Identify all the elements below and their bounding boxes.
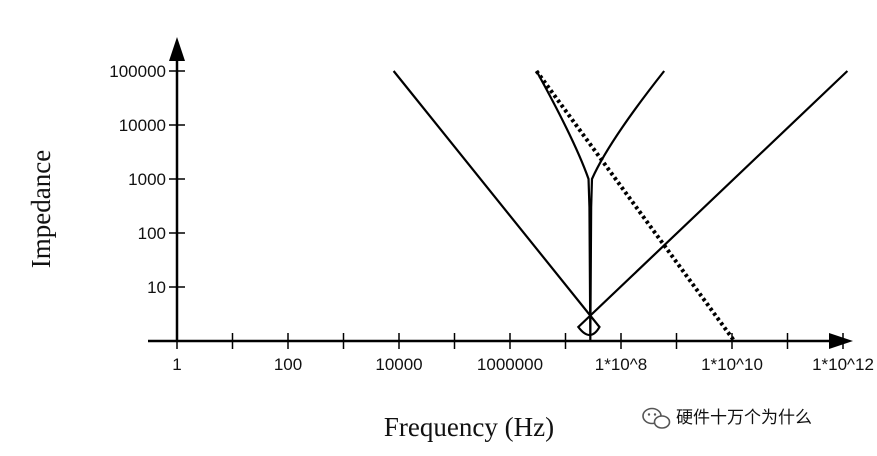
axes (148, 37, 853, 349)
series-layer (392, 69, 849, 343)
y-tick-label: 10 (147, 278, 166, 297)
y-axis-arrow (169, 37, 185, 61)
y-tick-label: 100000 (109, 62, 166, 81)
x-axis-arrow (829, 333, 853, 349)
series-line-2 (535, 70, 666, 342)
y-tick-label: 1000 (128, 170, 166, 189)
x-tick-label: 100 (274, 355, 302, 374)
wechat-icon (642, 407, 671, 429)
x-tick-label: 1*10^12 (812, 355, 874, 374)
x-tick-label: 1*10^10 (701, 355, 763, 374)
y-tick-label: 100 (138, 224, 166, 243)
y-axis-title: Impedance (26, 150, 56, 268)
x-tick-label: 10000 (375, 355, 422, 374)
series-line-1 (392, 70, 849, 337)
series-line-3 (534, 69, 736, 343)
x-tick-label: 1 (172, 355, 181, 374)
watermark-text: 硬件十万个为什么 (676, 408, 812, 428)
x-axis-title: Frequency (Hz) (384, 412, 554, 442)
x-tick-label: 1000000 (477, 355, 543, 374)
x-tick-label: 1*10^8 (595, 355, 647, 374)
watermark: 硬件十万个为什么 (642, 407, 812, 429)
y-tick-label: 10000 (119, 116, 166, 135)
tick-layer: 1 100 10000 1000000 1*10^8 1*10^10 1*10^12 10 10… (109, 62, 874, 374)
